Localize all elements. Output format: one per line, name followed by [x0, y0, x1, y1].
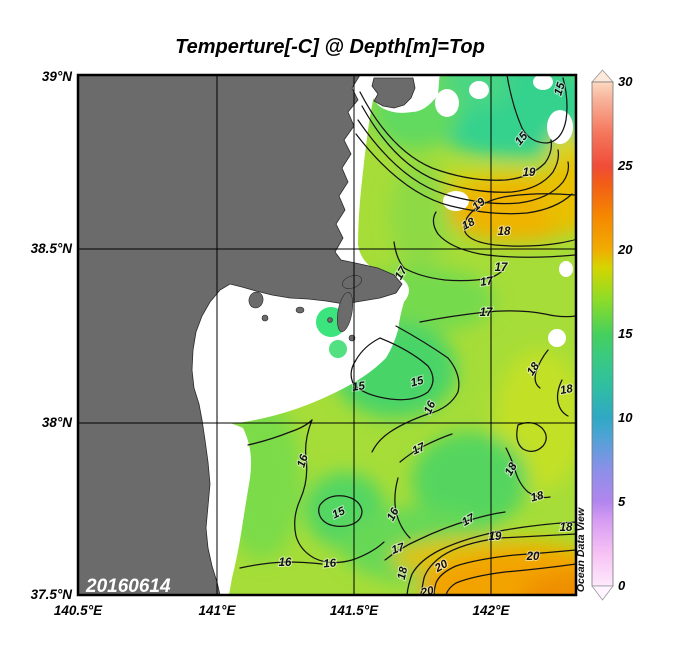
contour-label: 15: [552, 81, 568, 97]
contour-label: 20: [419, 585, 436, 600]
y-axis-labels: 39°N 38.5°N 38°N 37.5°N: [31, 69, 73, 602]
odv-watermark: Ocean Data View: [575, 507, 587, 592]
x-tick-label: 142°E: [473, 603, 511, 618]
land-mass: [78, 75, 416, 595]
contour-label: 16: [323, 557, 337, 570]
contour-label: 18: [529, 489, 545, 504]
x-tick-label: 141.5°E: [330, 603, 379, 618]
x-tick-label: 141°E: [199, 603, 237, 618]
colorbar-tick-label: 10: [618, 410, 633, 425]
contour-label: 18: [498, 226, 511, 238]
plot-border: [76, 73, 578, 597]
contour-label: 15: [409, 374, 425, 389]
colorbar-tick-label: 0: [618, 578, 626, 593]
y-tick-label: 38.5°N: [31, 241, 73, 256]
graticule: [78, 75, 576, 595]
contour-label: 16: [279, 557, 292, 569]
colorbar-tick-labels: 30 25 20 15 10 5 0: [617, 74, 633, 593]
colorbar-gradient: [591, 81, 614, 587]
y-tick-label: 38°N: [42, 415, 72, 430]
x-tick-label: 140.5°E: [54, 603, 103, 618]
plot-title: Temperture[-C] @ Depth[m]=Top: [175, 36, 485, 58]
colorbar-tick-label: 25: [617, 158, 633, 173]
contour-label: 20: [526, 551, 540, 563]
colorbar: 30 25 20 15 10 5 0: [591, 69, 633, 601]
contour-label: 16: [295, 453, 311, 469]
contour-label: 17: [479, 275, 494, 289]
contour-label: 17: [480, 307, 493, 319]
colorbar-bottom-arrow: [591, 585, 614, 601]
contour-label: 17: [390, 541, 406, 557]
contour-label: 18: [396, 565, 411, 581]
temperature-contours: [239, 75, 576, 595]
y-tick-label: 37.5°N: [31, 587, 73, 602]
contour-label: 15: [351, 380, 366, 394]
colorbar-top-arrow: [591, 69, 614, 83]
contour-label: 18: [560, 522, 573, 534]
x-axis-labels: 140.5°E 141°E 141.5°E 142°E: [54, 603, 511, 618]
colorbar-tick-label: 20: [617, 242, 633, 257]
contour-label: 18: [559, 383, 574, 397]
colorbar-tick-label: 30: [618, 74, 633, 89]
colorbar-tick-label: 15: [618, 326, 633, 341]
contour-label: 17: [495, 262, 508, 274]
date-stamp: 20160614: [85, 576, 171, 597]
contour-label: 19: [523, 167, 536, 179]
colorbar-tick-label: 5: [618, 494, 626, 509]
y-tick-label: 39°N: [42, 69, 72, 84]
